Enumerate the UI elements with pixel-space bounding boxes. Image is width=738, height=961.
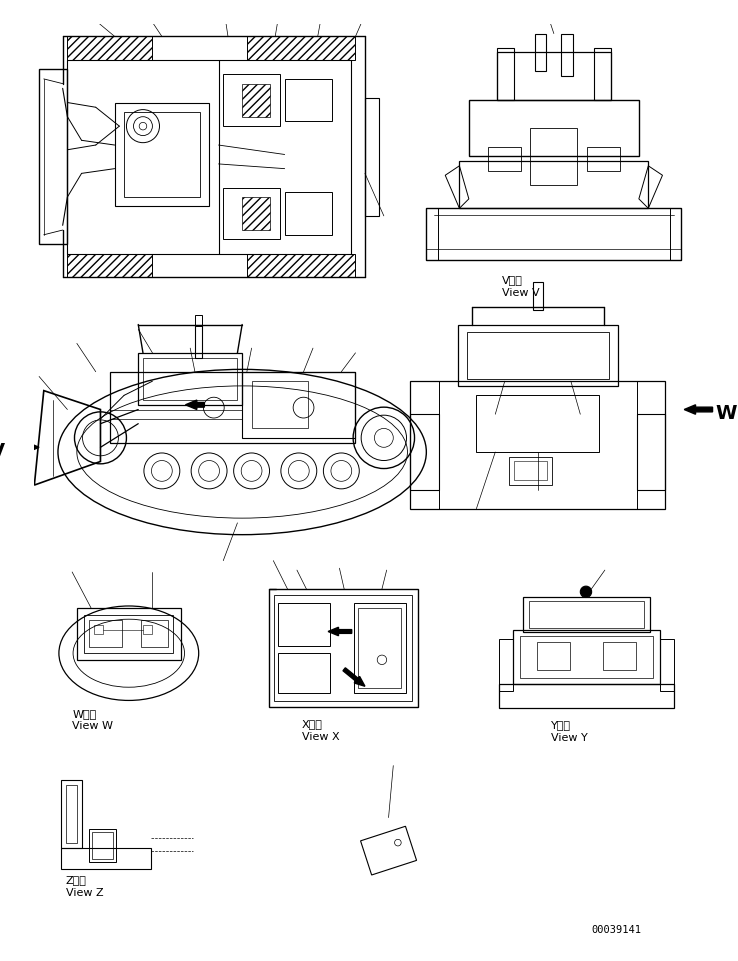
Bar: [537, 642, 570, 671]
Text: V　視: V 視: [502, 275, 523, 285]
Bar: [61, 848, 151, 869]
Bar: [469, 101, 639, 158]
Bar: [278, 653, 330, 693]
Bar: [242, 372, 356, 438]
Bar: [89, 621, 123, 647]
Bar: [141, 621, 168, 647]
Text: Z　視: Z 視: [66, 875, 86, 884]
Bar: [285, 193, 332, 235]
Bar: [92, 832, 113, 859]
Ellipse shape: [580, 586, 592, 598]
Bar: [529, 602, 644, 628]
Text: Y　視: Y 視: [551, 720, 571, 729]
Text: W: W: [715, 404, 737, 423]
Bar: [242, 85, 271, 117]
Bar: [124, 112, 200, 198]
Bar: [67, 37, 153, 61]
Bar: [427, 209, 438, 261]
Bar: [84, 616, 173, 653]
Bar: [66, 785, 77, 843]
Bar: [488, 148, 521, 171]
Bar: [603, 642, 636, 671]
Bar: [143, 358, 238, 401]
Bar: [67, 61, 351, 255]
Bar: [499, 639, 513, 691]
Bar: [247, 37, 356, 61]
Bar: [497, 54, 610, 101]
Bar: [359, 608, 401, 688]
Bar: [670, 209, 681, 261]
Bar: [252, 382, 308, 429]
Bar: [114, 104, 209, 208]
Bar: [410, 382, 666, 509]
Bar: [195, 325, 202, 358]
Bar: [89, 829, 116, 862]
Bar: [499, 684, 674, 708]
Bar: [637, 415, 666, 490]
Bar: [530, 129, 577, 185]
FancyArrow shape: [343, 668, 365, 686]
Bar: [467, 333, 609, 380]
Bar: [533, 283, 542, 311]
Text: View Y: View Y: [551, 732, 587, 742]
Text: V: V: [0, 441, 5, 460]
Bar: [520, 636, 653, 678]
Bar: [138, 354, 242, 406]
Bar: [438, 382, 637, 509]
Bar: [410, 415, 438, 490]
Text: View W: View W: [72, 721, 113, 730]
Bar: [110, 372, 356, 443]
Text: 00039141: 00039141: [592, 924, 641, 934]
Bar: [509, 457, 552, 485]
Bar: [660, 639, 674, 691]
Bar: [514, 462, 548, 480]
Bar: [224, 188, 280, 240]
Bar: [269, 589, 418, 707]
Bar: [94, 626, 103, 634]
Text: View X: View X: [302, 731, 339, 741]
Bar: [593, 49, 610, 101]
Bar: [354, 604, 406, 693]
FancyArrow shape: [328, 628, 352, 636]
Bar: [523, 597, 650, 632]
Bar: [535, 35, 546, 72]
FancyArrow shape: [684, 406, 713, 415]
Bar: [67, 255, 153, 278]
Bar: [427, 209, 681, 261]
Bar: [224, 75, 280, 127]
Bar: [39, 70, 67, 245]
Bar: [61, 780, 82, 848]
FancyArrow shape: [185, 401, 204, 410]
Text: W　視: W 視: [72, 708, 97, 718]
Bar: [143, 626, 153, 634]
Bar: [458, 325, 618, 386]
Bar: [587, 148, 620, 171]
Bar: [497, 49, 514, 101]
Bar: [247, 255, 356, 278]
Bar: [477, 396, 599, 453]
Bar: [195, 316, 202, 327]
Bar: [513, 630, 660, 684]
Text: View Z: View Z: [66, 887, 103, 897]
Bar: [275, 595, 412, 702]
Bar: [242, 198, 271, 231]
Bar: [459, 161, 648, 209]
Bar: [285, 80, 332, 122]
Bar: [278, 604, 330, 646]
Bar: [365, 99, 379, 216]
Text: View V: View V: [502, 287, 539, 297]
Bar: [562, 35, 573, 77]
Bar: [77, 608, 181, 660]
Text: X　視: X 視: [302, 719, 323, 728]
FancyArrow shape: [6, 443, 39, 453]
